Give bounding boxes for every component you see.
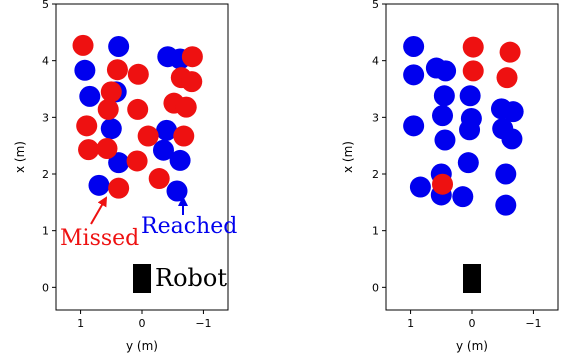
missed-point: [100, 81, 122, 103]
y-tick-label: 5: [42, 0, 49, 11]
missed-point: [126, 150, 148, 172]
y-tick-label: 1: [42, 225, 49, 238]
reached-point: [166, 180, 188, 202]
points-left: [72, 34, 203, 202]
y-ticks-left: 0 1 2 3 4 5: [42, 0, 56, 294]
missed-point: [148, 168, 170, 190]
missed-point: [173, 125, 195, 147]
y-tick-label: 0: [372, 281, 379, 294]
reached-point: [156, 119, 178, 141]
y-tick-label: 4: [42, 55, 49, 68]
reached-point: [100, 118, 122, 140]
reached-point: [495, 163, 517, 185]
reached-point: [433, 85, 455, 107]
missed-point: [97, 98, 119, 120]
y-axis-label-right: x (m): [341, 141, 355, 173]
missed-point: [76, 115, 98, 137]
x-axis-label-left: y (m): [126, 339, 158, 353]
missed-point: [462, 36, 484, 58]
reached-point: [495, 194, 517, 216]
x-tick-label: 0: [139, 317, 146, 330]
reached-point: [452, 186, 474, 208]
missed-point: [181, 46, 203, 68]
points-right: [403, 36, 524, 216]
missed-point: [137, 125, 159, 147]
robot-label: Robot: [155, 264, 227, 292]
missed-point: [96, 138, 118, 159]
reached-point: [434, 129, 456, 151]
y-tick-label: 0: [42, 281, 49, 294]
reached-point: [457, 152, 479, 174]
y-tick-label: 2: [42, 168, 49, 181]
reached-label: Reached: [141, 214, 237, 239]
y-tick-label: 4: [372, 55, 379, 68]
x-ticks-left: 1 0 −1: [77, 310, 212, 330]
reached-point: [108, 152, 130, 174]
x-tick-label: 1: [407, 317, 414, 330]
robot-marker-right: [463, 264, 481, 293]
y-axis-label-left: x (m): [13, 141, 27, 173]
x-tick-label: 1: [77, 317, 84, 330]
reached-point: [88, 174, 110, 196]
panel-right: 0 1 2 3 4 5 1 0 −1 y (m) x (m): [341, 0, 559, 353]
x-tick-label: −1: [525, 317, 541, 330]
y-tick-label: 2: [372, 168, 379, 181]
missed-point: [462, 60, 484, 82]
missed-point: [496, 67, 518, 89]
missed-point: [108, 177, 130, 199]
panel-left: 0 1 2 3 4 5 1 0 −1 Robot Missed Reached y (m) x…: [13, 0, 237, 353]
robot-marker-left: [133, 264, 151, 293]
missed-point: [127, 98, 149, 120]
x-tick-label: −1: [195, 317, 211, 330]
y-tick-label: 1: [372, 225, 379, 238]
reached-point: [501, 128, 523, 150]
reached-point: [432, 105, 454, 127]
x-ticks-right: 1 0 −1: [407, 310, 542, 330]
reached-point: [153, 139, 174, 161]
missed-arrow: [90, 196, 107, 225]
y-tick-label: 3: [42, 111, 49, 124]
x-tick-label: 0: [469, 317, 476, 330]
y-tick-label: 5: [372, 0, 379, 11]
reached-point: [459, 85, 481, 107]
reached-point: [74, 59, 96, 81]
reached-point: [79, 85, 101, 107]
reached-point: [403, 115, 425, 137]
missed-point: [432, 173, 454, 195]
y-ticks-right: 0 1 2 3 4 5: [372, 0, 386, 294]
reached-point: [169, 149, 191, 171]
x-axis-label-right: y (m): [456, 339, 488, 353]
reached-point: [409, 176, 431, 198]
missed-point: [72, 34, 94, 56]
reached-point: [459, 119, 481, 141]
reached-point: [403, 36, 425, 57]
missed-point: [175, 96, 197, 118]
missed-point: [181, 71, 203, 93]
missed-point: [499, 41, 521, 63]
missed-point: [106, 59, 128, 81]
missed-point: [127, 63, 149, 85]
reached-point: [502, 101, 524, 123]
missed-point: [78, 139, 100, 161]
missed-label: Missed: [60, 226, 139, 251]
reached-point: [435, 60, 457, 82]
reached-point: [403, 64, 425, 86]
reached-point: [108, 36, 130, 57]
y-tick-label: 3: [372, 111, 379, 124]
